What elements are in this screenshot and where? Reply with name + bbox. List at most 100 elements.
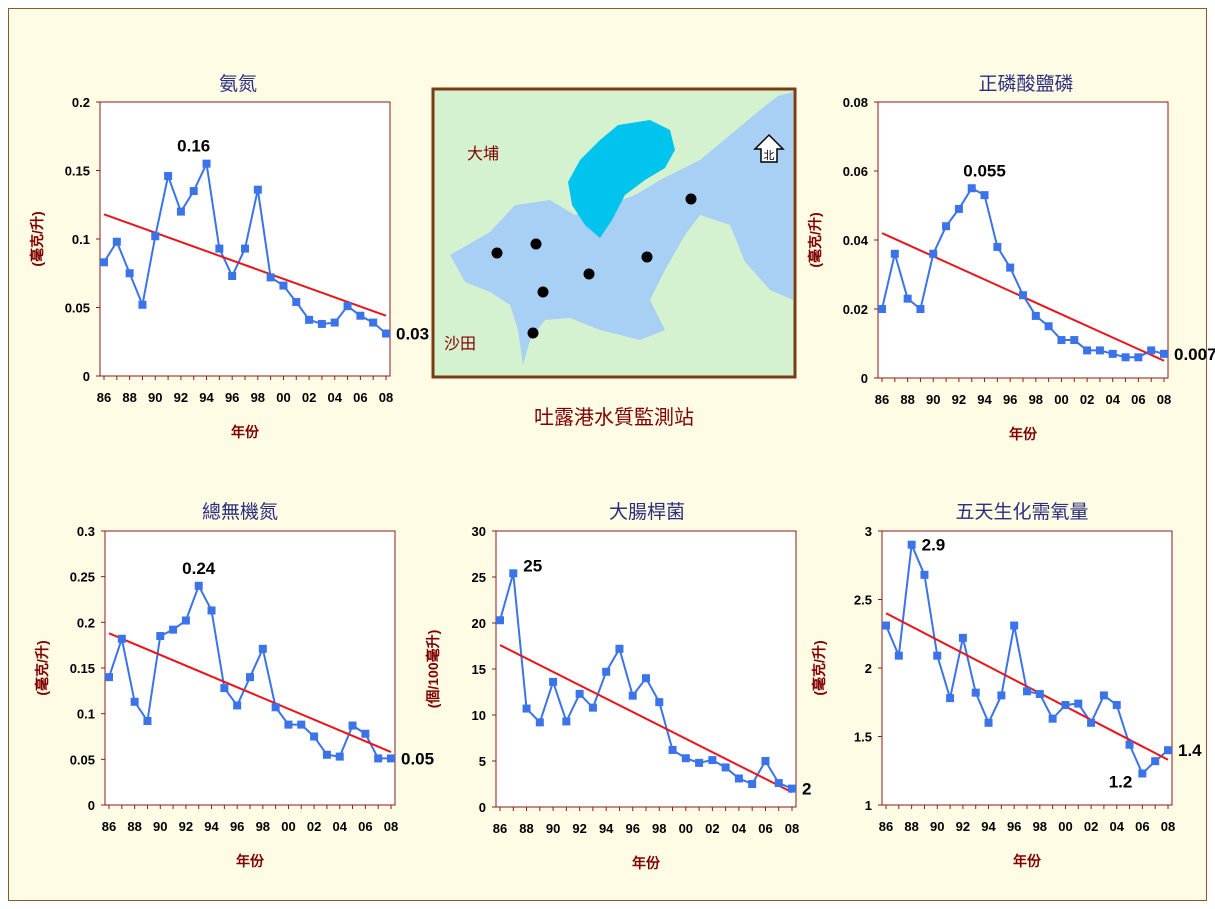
- data-point: [890, 249, 899, 258]
- x-tick-label: 96: [225, 390, 239, 405]
- x-tick-label: 92: [174, 390, 188, 405]
- data-point: [169, 625, 178, 634]
- x-tick-label: 04: [1109, 819, 1124, 834]
- y-axis-label: (毫克/升): [807, 212, 823, 267]
- x-tick-label: 06: [1135, 819, 1149, 834]
- data-point: [602, 667, 611, 676]
- x-tick-label: 06: [358, 819, 372, 834]
- data-point: [1044, 322, 1053, 331]
- plot-area: [99, 101, 391, 377]
- data-point: [105, 673, 113, 682]
- chart-nh3: 氨氮 0 0.05 0.1 0.15 0.2 86 88 90 92 94 96 98 00 02 04 06 0…: [29, 73, 429, 440]
- x-tick-label: 86: [97, 390, 111, 405]
- station-marker: [491, 247, 503, 259]
- station-marker: [685, 193, 697, 205]
- x-tick-label: 92: [956, 819, 970, 834]
- y-tick-label: 0.05: [70, 752, 95, 767]
- chart-title: 氨氮: [219, 73, 257, 95]
- x-tick-label: 04: [332, 819, 347, 834]
- data-point: [721, 763, 730, 772]
- x-tick-label: 90: [153, 819, 167, 834]
- data-point: [997, 691, 1006, 700]
- data-label: 0.007: [1174, 345, 1215, 364]
- data-point: [279, 281, 288, 290]
- data-point: [907, 540, 916, 549]
- map-label-shatin: 沙田: [444, 336, 476, 353]
- chart-po4: 正磷酸鹽磷 0 0.02 0.04 0.06 0.08 86 88 90 92 94 96 98 00 02…: [807, 73, 1215, 442]
- y-tick-label: 2: [865, 661, 872, 676]
- data-label: 0.16: [177, 137, 210, 156]
- data-label: 25: [523, 556, 542, 575]
- x-tick-label: 00: [679, 821, 693, 836]
- y-tick-label: 1.5: [854, 730, 872, 745]
- y-tick-label: 0.3: [77, 524, 95, 539]
- y-tick-label: 3: [865, 524, 872, 539]
- map-reservoir: [568, 120, 675, 238]
- data-point: [194, 581, 203, 590]
- data-label: 0.05: [401, 749, 434, 768]
- data-point: [125, 269, 134, 278]
- x-tick-label: 08: [384, 819, 398, 834]
- station-marker: [641, 251, 653, 263]
- x-tick-label: 98: [256, 819, 270, 834]
- data-label: 2.9: [922, 536, 946, 555]
- x-tick-label: 98: [251, 390, 265, 405]
- data-label: 1.4: [1178, 741, 1202, 760]
- x-tick-label: 96: [230, 819, 244, 834]
- y-axis-label: (個/100毫升): [425, 630, 441, 709]
- tolo-harbour-map: 北 大埔 沙田 吐露港水質監測站: [431, 87, 797, 429]
- x-tick-label: 88: [122, 390, 136, 405]
- data-point: [253, 185, 262, 194]
- y-tick-label: 10: [472, 708, 486, 723]
- x-tick-label: 08: [1161, 819, 1175, 834]
- y-tick-label: 0.15: [70, 661, 95, 676]
- y-tick-label: 0.02: [843, 302, 868, 317]
- y-axis-label: (毫克/升): [34, 640, 50, 695]
- x-tick-label: 94: [977, 392, 992, 407]
- data-point: [1070, 336, 1079, 345]
- chart-bod5: 五天生化需氧量 1 1.5 2 2.5 3 86 88 90 92 94 96 98 00 02 04 06 08…: [811, 501, 1202, 869]
- station-marker: [527, 327, 539, 339]
- data-point: [310, 732, 319, 741]
- x-tick-label: 02: [705, 821, 719, 836]
- data-point: [322, 750, 331, 759]
- plot-area: [104, 530, 396, 806]
- data-point: [588, 703, 597, 712]
- data-point: [176, 207, 185, 216]
- x-tick-label: 96: [625, 821, 639, 836]
- data-label: 0.03: [396, 325, 429, 344]
- data-point: [1099, 691, 1108, 700]
- data-point: [1112, 700, 1121, 709]
- data-point: [1108, 349, 1117, 358]
- x-tick-label: 94: [204, 819, 219, 834]
- y-tick-label: 0.2: [77, 615, 95, 630]
- trend-line: [103, 213, 387, 317]
- x-tick-label: 94: [199, 390, 214, 405]
- data-point: [1019, 291, 1027, 300]
- data-point: [980, 191, 989, 200]
- data-point: [266, 273, 275, 282]
- y-tick-label: 1: [865, 798, 872, 813]
- data-point: [1121, 353, 1130, 362]
- data-point: [1035, 690, 1044, 699]
- x-tick-label: 02: [1080, 392, 1094, 407]
- data-point: [929, 249, 938, 258]
- data-point: [207, 606, 216, 615]
- plot-area: [881, 530, 1173, 806]
- data-point: [708, 756, 717, 765]
- data-point: [117, 634, 126, 643]
- data-point: [916, 305, 925, 313]
- data-point: [1031, 311, 1040, 320]
- data-point: [189, 187, 198, 196]
- chart-title: 正磷酸鹽磷: [978, 73, 1073, 95]
- data-point: [317, 319, 326, 328]
- data-point: [958, 633, 967, 642]
- north-arrow-icon: 北: [753, 133, 785, 163]
- data-point: [356, 311, 365, 320]
- x-tick-label: 00: [1054, 392, 1068, 407]
- data-point: [382, 329, 390, 338]
- data-point: [954, 204, 963, 213]
- data-point: [1134, 353, 1143, 362]
- y-tick-label: 0: [83, 369, 90, 384]
